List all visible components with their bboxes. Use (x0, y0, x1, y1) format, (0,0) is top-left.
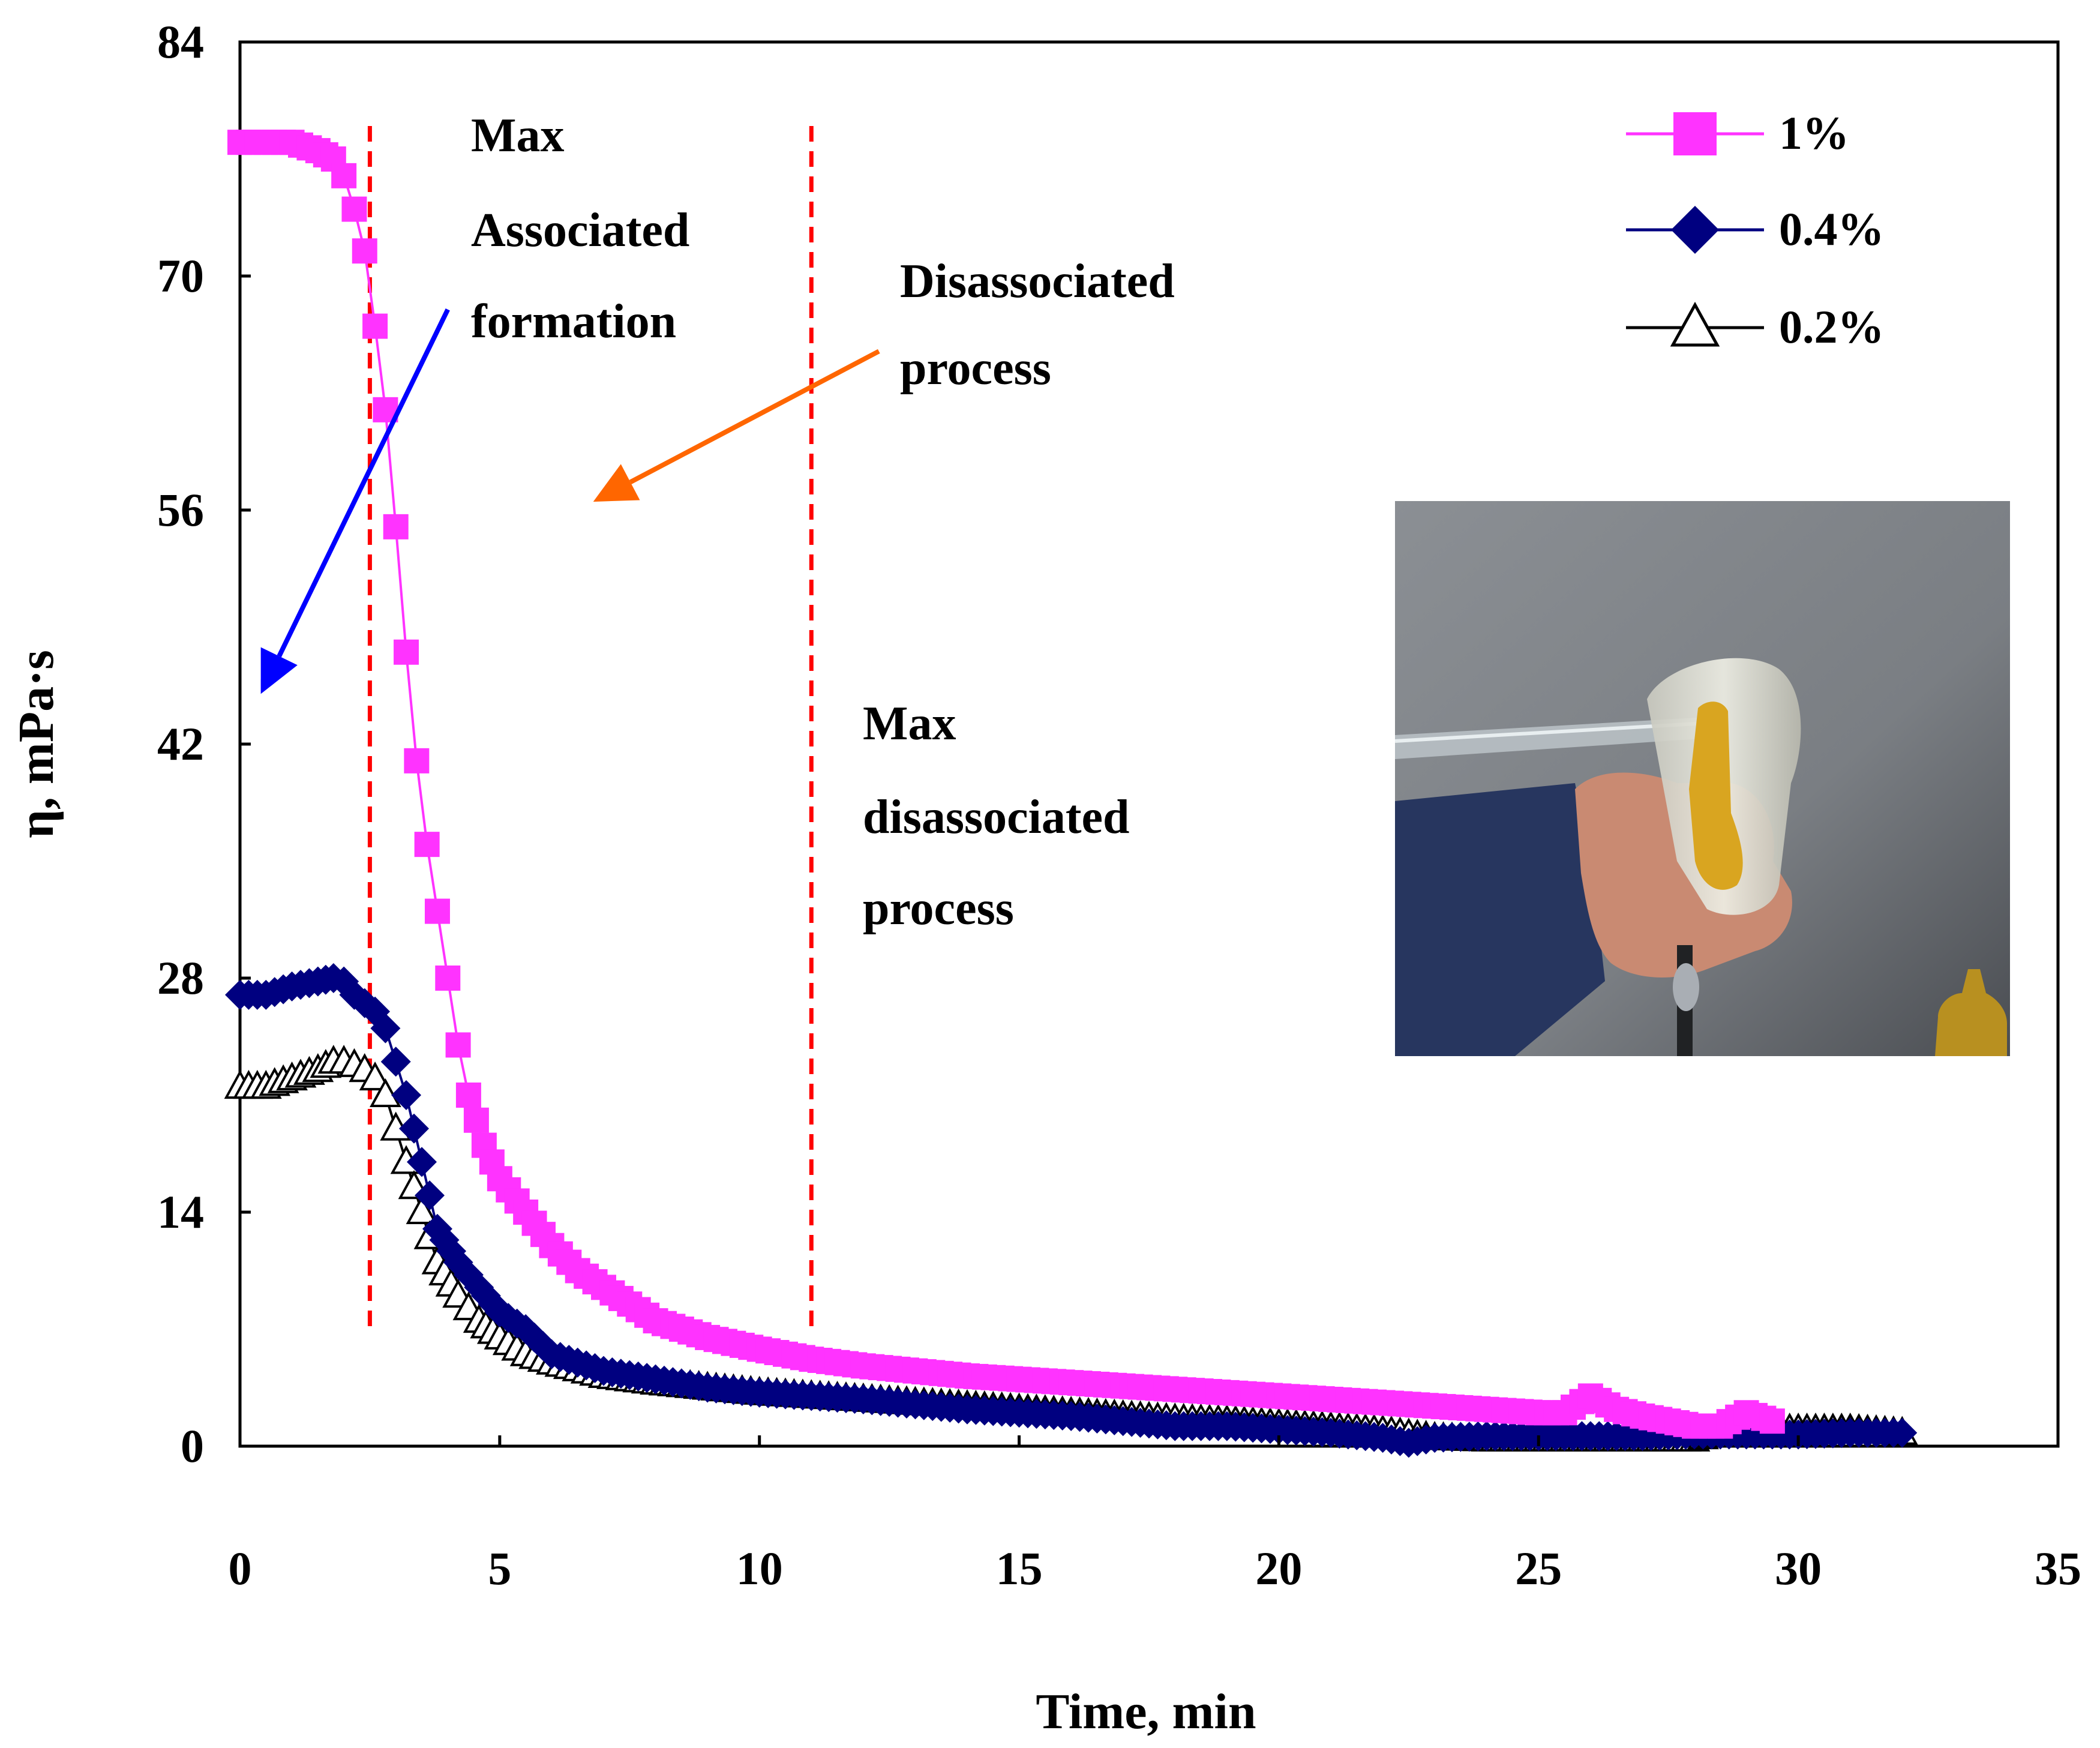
photo-clamp (1673, 963, 1699, 1011)
series-0.4% (225, 963, 1918, 1458)
legend-marker-04pct (1671, 206, 1719, 254)
x-tick-label-20: 20 (1255, 1542, 1302, 1594)
point-1%-17 (383, 514, 409, 539)
x-tick-label-5: 5 (488, 1542, 511, 1594)
ticks-layer: 0 5 10 15 20 25 30 35 0 14 28 42 56 70 84 (157, 16, 2081, 1594)
x-tick-label-15: 15 (996, 1542, 1043, 1594)
x-tick-label-10: 10 (736, 1542, 783, 1594)
point-1%-14 (352, 238, 377, 264)
y-tick-label-14: 14 (157, 1186, 204, 1238)
arrow-head-1 (593, 464, 640, 502)
point-1%-12 (331, 163, 357, 188)
legend-label-02pct: 0.2% (1779, 301, 1885, 353)
annotation-max-associated-line3: formation (471, 295, 676, 348)
x-tick-label-0: 0 (229, 1542, 252, 1594)
point-1%-21 (424, 898, 450, 924)
y-tick-label-42: 42 (157, 718, 204, 770)
annotation-max-associated-line1: Max (471, 109, 565, 162)
x-tick-label-35: 35 (2035, 1542, 2081, 1594)
point-0.4%-18 (391, 1080, 422, 1110)
photo-bottle (1935, 969, 2007, 1056)
point-1%-13 (341, 196, 367, 222)
y-axis-title: η, mPa·s (8, 650, 64, 838)
point-0.4%-17 (380, 1047, 411, 1077)
arrow-head-0 (260, 647, 298, 694)
legend-marker-02pct (1670, 301, 1720, 347)
photo-liquid (1689, 701, 1743, 890)
arrow-layer (260, 308, 880, 694)
point-1%-25 (463, 1107, 489, 1133)
series-layer (224, 130, 1918, 1458)
point-1%-20 (414, 832, 440, 857)
point-0.4%-20 (407, 1147, 437, 1177)
annotation-max-disassociated-line2: disassociated (863, 791, 1130, 844)
point-0.4%-19 (399, 1113, 430, 1144)
point-1%-15 (362, 313, 388, 339)
point-1%-22 (435, 966, 461, 991)
y-tick-label-0: 0 (181, 1420, 204, 1472)
arrow-shaft-0 (277, 308, 450, 658)
point-0.4%-192 (1887, 1417, 1918, 1448)
legend-label-04pct: 0.4% (1779, 203, 1885, 255)
inset-photo (1394, 501, 2010, 1056)
x-tick-label-30: 30 (1775, 1542, 1822, 1594)
point-1%-18 (394, 639, 419, 665)
point-1%-19 (404, 748, 430, 773)
point-1%-24 (455, 1083, 481, 1108)
x-axis-title: Time, min (1036, 1684, 1256, 1740)
legend-marker-1pct (1673, 112, 1717, 155)
legend: 1% 0.4% 0.2% (1626, 107, 1885, 353)
point-0.2%-20 (406, 1195, 438, 1224)
point-1%-23 (445, 1032, 471, 1058)
photo-sleeve (1395, 783, 1605, 1056)
annotation-max-disassociated-line3: process (863, 882, 1014, 935)
legend-label-1pct: 1% (1779, 107, 1849, 159)
y-tick-label-28: 28 (157, 952, 204, 1004)
annotation-max-disassociated-line1: Max (863, 697, 956, 750)
y-tick-label-70: 70 (157, 250, 204, 302)
annotation-disassociated-line2: process (900, 342, 1051, 395)
series-1% (227, 130, 1785, 1439)
y-tick-label-84: 84 (157, 16, 204, 68)
point-1%-175 (1759, 1408, 1785, 1434)
point-0.2%-15 (359, 1061, 391, 1091)
y-tick-label-56: 56 (157, 484, 204, 536)
annotation-max-associated-line2: Associated (471, 204, 689, 257)
point-0.4%-16 (370, 1013, 401, 1044)
arrow-shaft-1 (629, 349, 880, 484)
x-tick-label-25: 25 (1515, 1542, 1562, 1594)
point-0.2%-16 (370, 1078, 401, 1107)
point-0.4%-21 (414, 1180, 445, 1211)
annotation-disassociated-line1: Disassociated (900, 255, 1175, 308)
